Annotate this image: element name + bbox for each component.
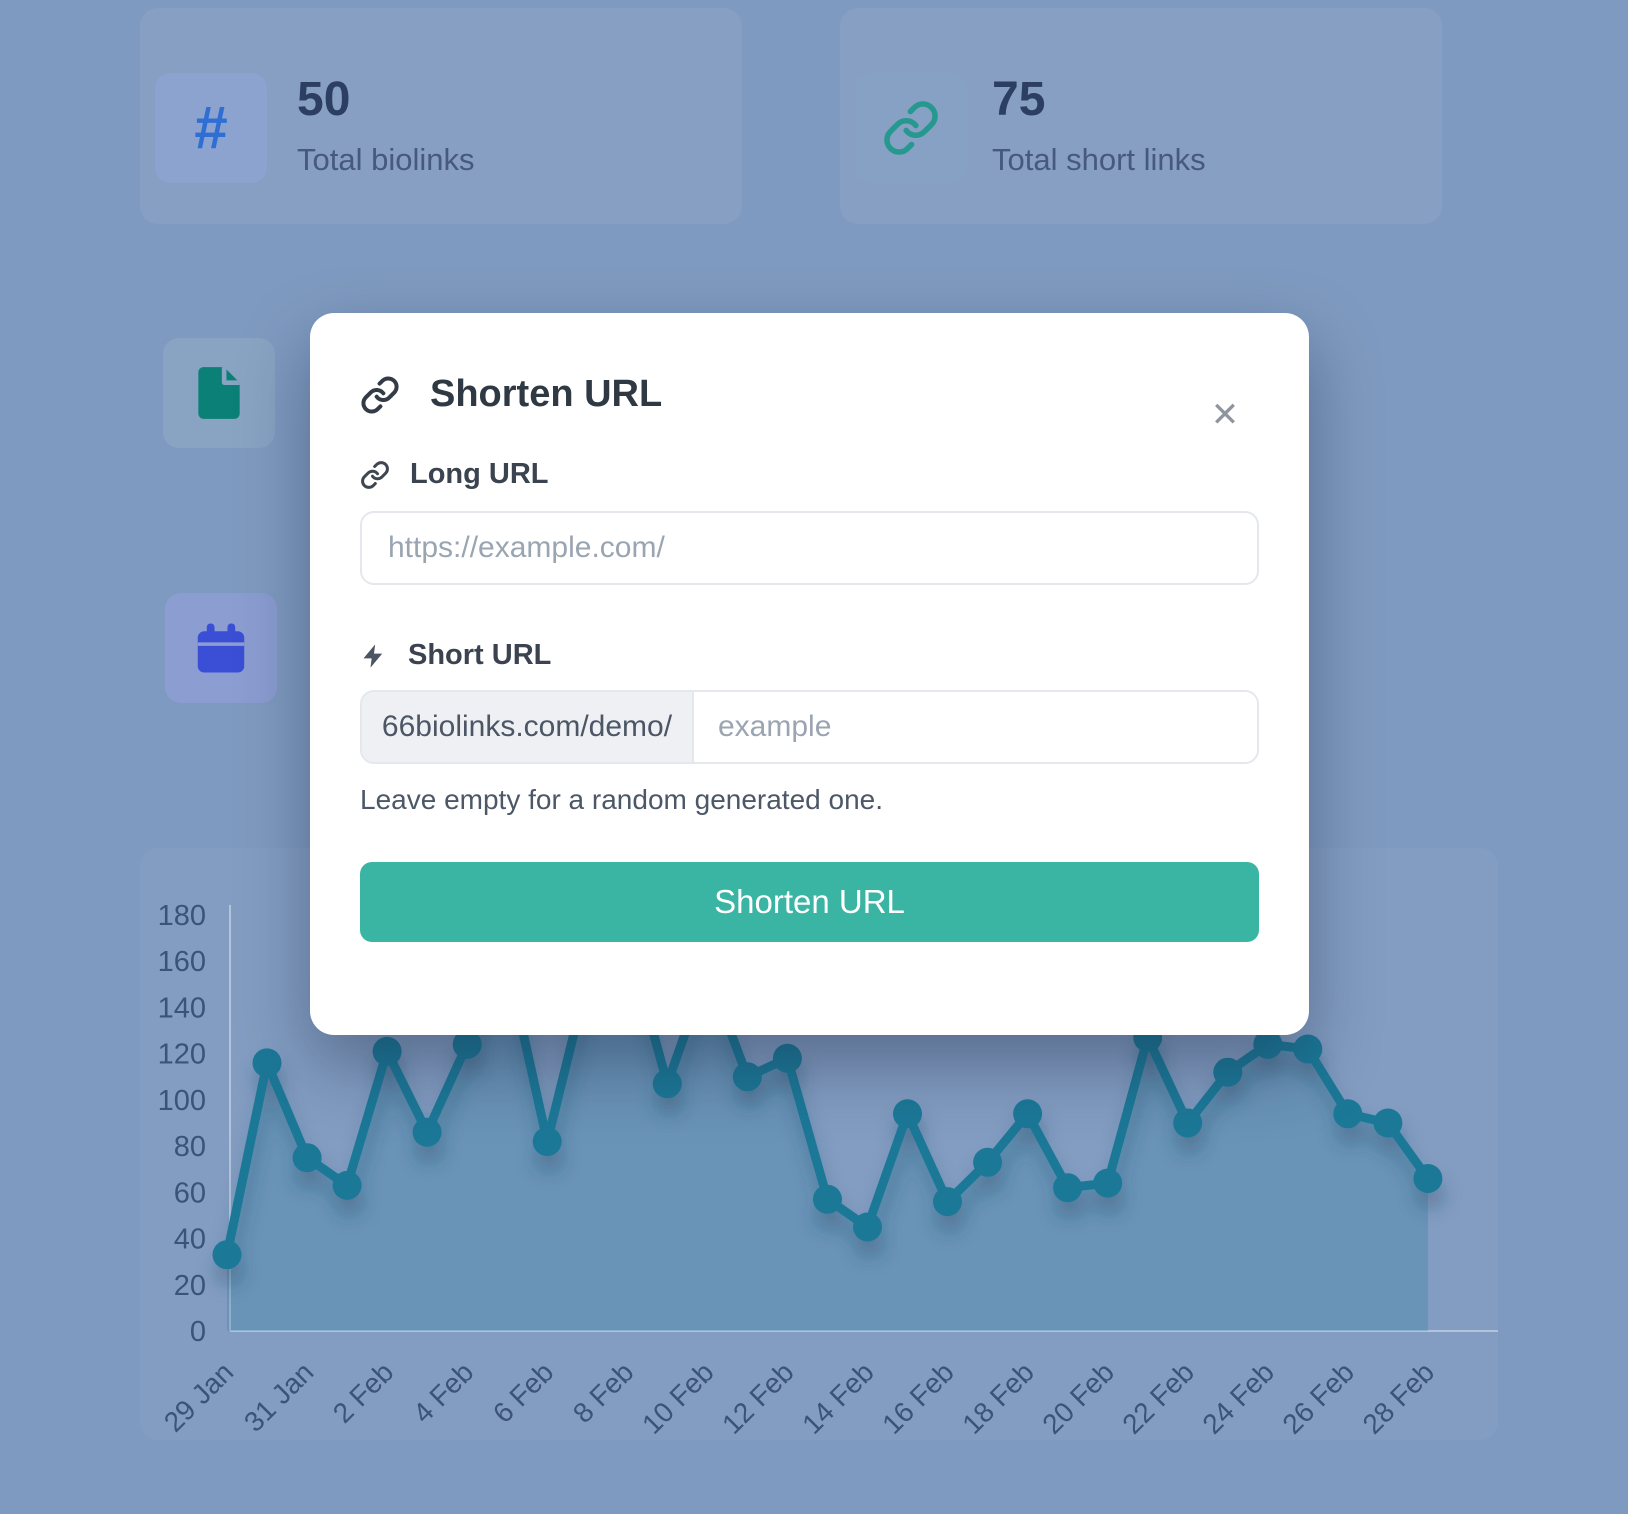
stat-label: Total biolinks [297, 142, 475, 177]
stat-label: Total short links [992, 142, 1206, 177]
short-url-group: 66biolinks.com/demo/ [360, 690, 1259, 764]
svg-text:20: 20 [174, 1270, 206, 1302]
svg-text:26 Feb: 26 Feb [1276, 1356, 1360, 1440]
svg-text:29 Jan: 29 Jan [158, 1356, 239, 1437]
document-icon [163, 338, 275, 448]
link-icon [361, 460, 389, 489]
short-url-prefix: 66biolinks.com/demo/ [362, 692, 694, 762]
svg-text:40: 40 [174, 1224, 206, 1256]
svg-text:22 Feb: 22 Feb [1116, 1356, 1200, 1440]
modal-header: Shorten URL [360, 373, 1259, 416]
svg-text:6 Feb: 6 Feb [487, 1356, 560, 1429]
svg-text:140: 140 [158, 992, 206, 1024]
svg-text:28 Feb: 28 Feb [1357, 1356, 1441, 1440]
long-url-label: Long URL [360, 458, 1259, 491]
long-url-input[interactable] [360, 511, 1259, 585]
svg-text:100: 100 [158, 1085, 206, 1117]
close-icon[interactable]: ✕ [1203, 393, 1247, 437]
hash-icon: # [155, 73, 267, 183]
stat-total-short-links: 75 Total short links [992, 76, 1206, 178]
link-icon [855, 73, 967, 183]
svg-text:18 Feb: 18 Feb [956, 1356, 1040, 1440]
svg-text:14 Feb: 14 Feb [796, 1356, 880, 1440]
svg-text:16 Feb: 16 Feb [876, 1356, 960, 1440]
svg-text:4 Feb: 4 Feb [407, 1356, 480, 1429]
svg-text:10 Feb: 10 Feb [636, 1356, 720, 1440]
short-url-label: Short URL [360, 639, 1259, 672]
svg-text:8 Feb: 8 Feb [567, 1356, 640, 1429]
modal-title: Shorten URL [430, 373, 663, 415]
svg-text:24 Feb: 24 Feb [1196, 1356, 1280, 1440]
svg-text:60: 60 [174, 1177, 206, 1209]
calendar-icon [165, 593, 277, 703]
link-icon [361, 375, 399, 414]
svg-text:80: 80 [174, 1131, 206, 1163]
shorten-url-button[interactable]: Shorten URL [360, 862, 1259, 942]
svg-text:160: 160 [158, 946, 206, 978]
svg-text:2 Feb: 2 Feb [327, 1356, 400, 1429]
stat-total-biolinks: 50 Total biolinks [297, 76, 474, 178]
stat-value: 75 [992, 73, 1046, 126]
svg-text:31 Jan: 31 Jan [238, 1356, 319, 1437]
short-url-helper: Leave empty for a random generated one. [360, 784, 884, 815]
shorten-url-modal: Shorten URL ✕ Long URL Short URL 66bioli… [310, 313, 1309, 1035]
svg-text:120: 120 [158, 1039, 206, 1071]
short-url-input[interactable] [694, 692, 1257, 762]
svg-text:0: 0 [190, 1316, 206, 1348]
svg-text:20 Feb: 20 Feb [1036, 1356, 1120, 1440]
svg-text:180: 180 [158, 900, 206, 932]
svg-text:12 Feb: 12 Feb [716, 1356, 800, 1440]
stat-value: 50 [297, 73, 351, 126]
lightning-icon [363, 643, 383, 668]
